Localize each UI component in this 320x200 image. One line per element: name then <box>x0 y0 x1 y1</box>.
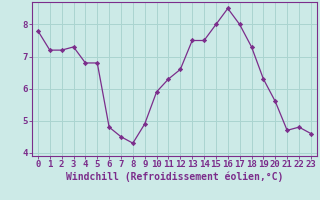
X-axis label: Windchill (Refroidissement éolien,°C): Windchill (Refroidissement éolien,°C) <box>66 172 283 182</box>
